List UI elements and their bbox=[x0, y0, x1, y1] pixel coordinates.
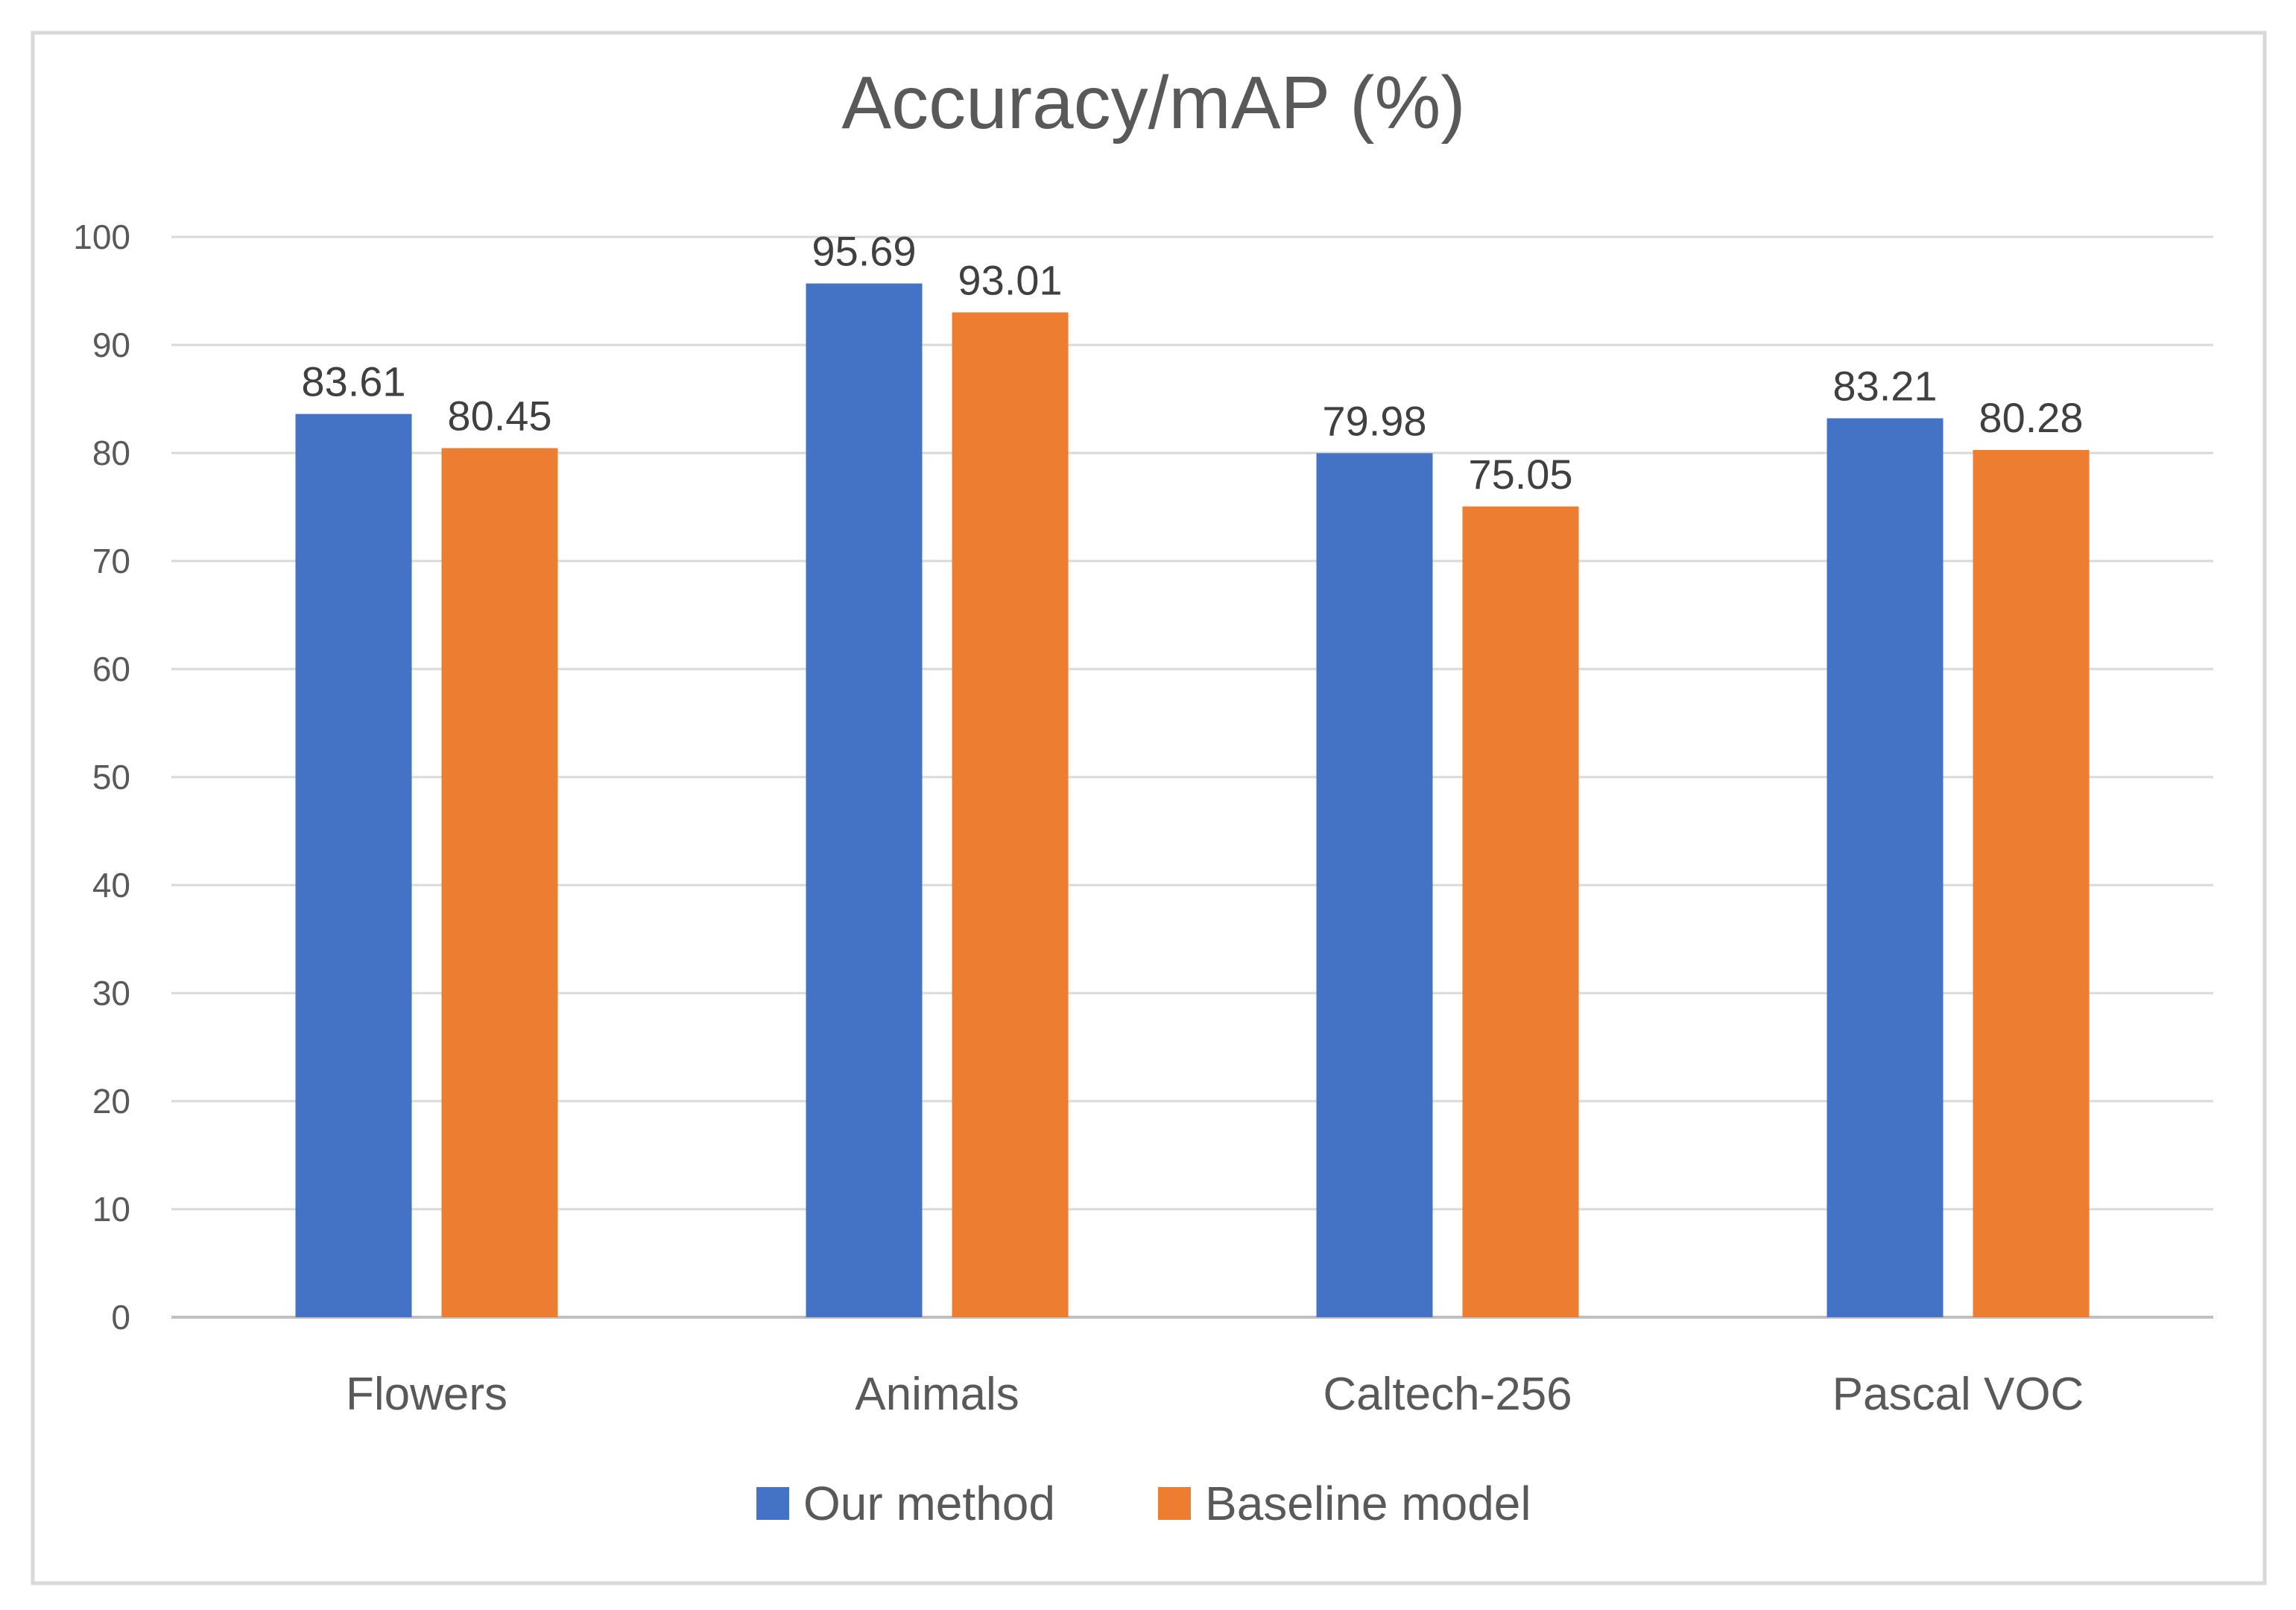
data-label: 95.69 bbox=[812, 227, 916, 274]
legend: Our method Baseline model bbox=[756, 1477, 1531, 1530]
data-label: 79.98 bbox=[1322, 397, 1426, 444]
legend-label: Our method bbox=[803, 1477, 1055, 1530]
bar-our-method-caltech-256 bbox=[1316, 453, 1433, 1317]
category-label: Animals bbox=[855, 1369, 1019, 1420]
bar-our-method-animals bbox=[806, 283, 923, 1317]
y-tick-label: 90 bbox=[92, 326, 130, 364]
legend-swatch bbox=[1158, 1487, 1191, 1520]
y-tick-label: 0 bbox=[111, 1298, 130, 1337]
y-tick-label: 70 bbox=[92, 542, 130, 580]
data-label: 83.21 bbox=[1832, 362, 1937, 409]
y-tick-label: 10 bbox=[92, 1190, 130, 1229]
category-label: Pascal VOC bbox=[1832, 1369, 2084, 1420]
bar-our-method-flowers bbox=[295, 413, 412, 1317]
y-tick-label: 20 bbox=[92, 1082, 130, 1121]
data-labels: 83.61 80.45 95.69 93.01 79.98 75.05 83.21 80.28 bbox=[301, 227, 2083, 497]
data-label: 75.05 bbox=[1468, 451, 1572, 498]
category-label: Flowers bbox=[346, 1369, 507, 1420]
y-axis-ticks: 0 10 20 30 40 50 60 70 80 90 100 bbox=[73, 218, 130, 1337]
chart-title: Accuracy/mAP (%) bbox=[841, 61, 1465, 145]
y-tick-label: 40 bbox=[92, 866, 130, 904]
data-label: 80.28 bbox=[1979, 394, 2083, 441]
y-tick-label: 100 bbox=[73, 218, 130, 256]
bar-baseline-model-pascal-voc bbox=[1973, 449, 2090, 1318]
bar-baseline-model-animals bbox=[952, 312, 1069, 1318]
legend-swatch bbox=[756, 1487, 789, 1520]
y-tick-label: 80 bbox=[92, 434, 130, 472]
bars bbox=[295, 283, 2090, 1318]
y-tick-label: 50 bbox=[92, 758, 130, 796]
x-axis-categories: Flowers Animals Caltech-256 Pascal VOC bbox=[346, 1369, 2084, 1420]
data-label: 93.01 bbox=[958, 256, 1062, 303]
y-tick-label: 30 bbox=[92, 974, 130, 1012]
y-tick-label: 60 bbox=[92, 650, 130, 688]
data-label: 83.61 bbox=[301, 358, 405, 405]
data-label: 80.45 bbox=[447, 392, 551, 439]
legend-label: Baseline model bbox=[1205, 1477, 1531, 1530]
bar-baseline-model-flowers bbox=[441, 448, 558, 1317]
bar-our-method-pascal-voc bbox=[1827, 418, 1944, 1317]
bar-baseline-model-caltech-256 bbox=[1462, 506, 1579, 1317]
category-label: Caltech-256 bbox=[1323, 1369, 1572, 1420]
